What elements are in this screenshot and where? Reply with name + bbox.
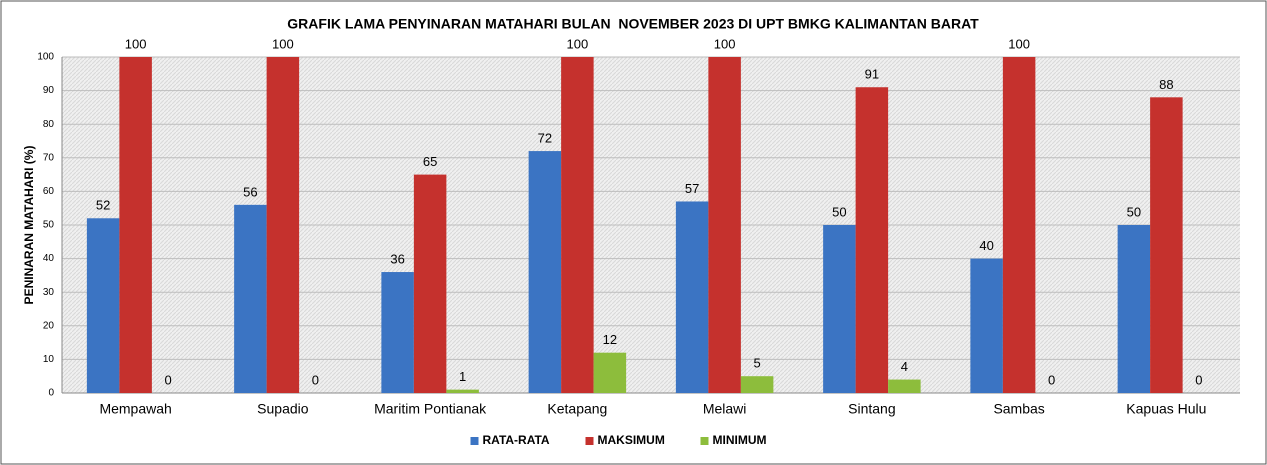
chart-title: GRAFIK LAMA PENYINARAN MATAHARI BULAN NO… xyxy=(287,16,979,32)
y-tick-label: 10 xyxy=(43,354,55,365)
value-label: 65 xyxy=(423,154,437,169)
value-label: 100 xyxy=(567,36,589,51)
y-tick-label: 40 xyxy=(43,253,55,264)
bar xyxy=(888,379,921,393)
x-tick-label: Ketapang xyxy=(547,401,607,417)
value-label: 56 xyxy=(243,184,257,199)
value-label: 50 xyxy=(832,204,846,219)
y-tick-label: 70 xyxy=(43,152,55,163)
value-label: 40 xyxy=(979,238,993,253)
y-tick-label: 0 xyxy=(48,388,54,399)
legend-label: MAKSIMUM xyxy=(598,433,665,447)
y-tick-label: 100 xyxy=(37,52,54,63)
bar xyxy=(593,352,627,393)
bar xyxy=(740,376,774,393)
value-label: 100 xyxy=(1008,36,1030,51)
y-tick-label: 80 xyxy=(43,119,55,130)
bar xyxy=(1150,97,1183,393)
value-label: 4 xyxy=(901,359,908,374)
value-label: 72 xyxy=(538,131,552,146)
value-label: 50 xyxy=(1127,204,1141,219)
value-label: 0 xyxy=(165,372,172,387)
value-label: 91 xyxy=(865,67,879,82)
bar xyxy=(561,57,594,393)
value-label: 57 xyxy=(685,181,699,196)
value-label: 0 xyxy=(1195,372,1202,387)
x-tick-label: Kapuas Hulu xyxy=(1126,401,1206,417)
x-tick-label: Melawi xyxy=(703,401,747,417)
bar xyxy=(855,87,889,394)
value-label: 12 xyxy=(603,332,617,347)
x-tick-label: Maritim Pontianak xyxy=(374,401,487,417)
bar xyxy=(234,204,267,393)
legend-swatch xyxy=(585,437,594,445)
bar xyxy=(1002,57,1036,393)
bar xyxy=(970,258,1003,393)
value-label: 100 xyxy=(714,36,736,51)
value-label: 0 xyxy=(312,372,319,387)
y-tick-label: 90 xyxy=(43,85,55,96)
bar xyxy=(528,151,562,393)
bar xyxy=(119,57,152,393)
bar xyxy=(675,201,709,393)
legend-label: RATA-RATA xyxy=(483,433,550,447)
x-tick-label: Sintang xyxy=(848,401,895,417)
y-tick-label: 60 xyxy=(43,186,55,197)
value-label: 5 xyxy=(754,356,761,371)
bar xyxy=(381,272,414,393)
legend-swatch xyxy=(700,437,709,445)
x-tick-label: Mempawah xyxy=(99,401,171,417)
bar xyxy=(1117,225,1151,393)
value-label: 52 xyxy=(96,198,110,213)
bar xyxy=(413,174,447,393)
bar xyxy=(86,218,120,393)
value-label: 100 xyxy=(272,36,294,51)
bar xyxy=(446,389,479,393)
bar xyxy=(823,225,856,393)
value-label: 88 xyxy=(1159,77,1173,92)
x-tick-label: Sambas xyxy=(993,401,1044,417)
x-tick-label: Supadio xyxy=(257,401,309,417)
value-label: 0 xyxy=(1048,372,1055,387)
y-tick-label: 50 xyxy=(43,220,55,231)
y-axis-label: PENINARAN MATAHARI (%) xyxy=(22,146,36,305)
legend-label: MINIMUM xyxy=(713,433,767,447)
legend-swatch xyxy=(470,437,479,445)
y-tick-label: 30 xyxy=(43,287,55,298)
bar xyxy=(266,57,300,393)
value-label: 100 xyxy=(125,36,147,51)
value-label: 36 xyxy=(390,251,404,266)
value-label: 1 xyxy=(459,369,466,384)
y-tick-label: 20 xyxy=(43,320,55,331)
bar xyxy=(708,57,741,393)
